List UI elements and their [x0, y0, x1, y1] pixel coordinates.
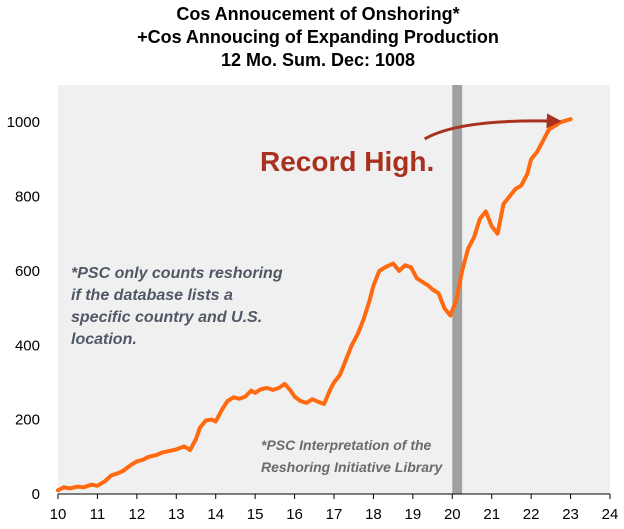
y-tick-label: 600 — [15, 263, 40, 280]
x-tick-label: 15 — [247, 506, 264, 523]
chart-title-line-1: Cos Annoucement of Onshoring* — [176, 4, 459, 24]
x-tick-label: 18 — [365, 506, 382, 523]
x-axis-ticks: 10 11 12 13 14 15 16 17 18 19 20 21 22 23 24 — [50, 494, 619, 523]
x-tick-label: 10 — [50, 506, 67, 523]
chart-title-line-3: 12 Mo. Sum. Dec: 1008 — [221, 50, 415, 70]
x-tick-label: 22 — [523, 506, 540, 523]
x-tick-label: 23 — [562, 506, 579, 523]
y-axis-ticks: 0 200 400 600 800 1000 — [7, 114, 40, 503]
x-tick-label: 12 — [129, 506, 146, 523]
y-tick-label: 0 — [32, 486, 40, 503]
x-tick-label: 19 — [405, 506, 422, 523]
psc-note-line: specific country and U.S. — [71, 309, 262, 326]
psc-note-line: location. — [71, 331, 137, 348]
record-high-label: Record High. — [260, 146, 434, 177]
series-line — [56, 117, 573, 493]
x-tick-label: 24 — [602, 506, 619, 523]
y-tick-label: 1000 — [7, 114, 40, 131]
x-tick-label: 20 — [444, 506, 461, 523]
x-tick-label: 14 — [207, 506, 224, 523]
chart-title-line-2: +Cos Annoucing of Expanding Production — [137, 27, 499, 47]
y-tick-label: 200 — [15, 412, 40, 429]
record-high-arrow — [423, 113, 562, 141]
x-tick-label: 21 — [483, 506, 500, 523]
y-tick-label: 800 — [15, 189, 40, 206]
psc-note-line: *PSC only counts reshoring — [71, 265, 283, 282]
x-tick-label: 13 — [168, 506, 185, 523]
psc-note-line: if the database lists a — [71, 287, 233, 304]
y-tick-label: 400 — [15, 337, 40, 354]
source-note-line: *PSC Interpretation of the — [261, 437, 432, 453]
psc-counting-note: *PSC only counts reshoring if the databa… — [71, 265, 283, 348]
source-note: *PSC Interpretation of the Reshoring Ini… — [261, 437, 443, 475]
x-tick-label: 11 — [90, 506, 106, 523]
source-note-line: Reshoring Initiative Library — [261, 459, 443, 475]
plot-area — [58, 85, 610, 494]
x-tick-label: 17 — [326, 506, 343, 523]
x-tick-label: 16 — [286, 506, 303, 523]
